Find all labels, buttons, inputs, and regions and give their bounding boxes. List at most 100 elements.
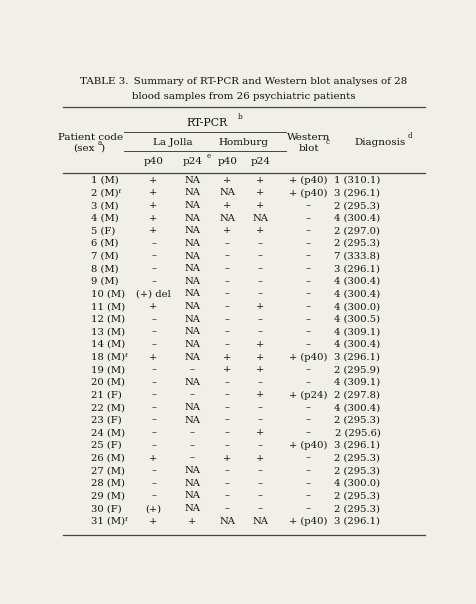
Text: –: – [190,365,195,374]
Text: 2 (297.8): 2 (297.8) [335,390,380,399]
Text: –: – [306,504,311,513]
Text: NA: NA [219,214,235,223]
Text: –: – [151,390,156,399]
Text: –: – [258,378,263,387]
Text: –: – [190,390,195,399]
Text: –: – [258,479,263,488]
Text: –: – [306,403,311,412]
Text: 25 (F): 25 (F) [91,441,121,450]
Text: –: – [306,378,311,387]
Text: –: – [225,378,230,387]
Text: p24: p24 [250,157,270,166]
Text: –: – [190,454,195,463]
Text: –: – [151,264,156,273]
Text: –: – [306,416,311,425]
Text: +: + [188,516,197,525]
Text: 4 (300.4): 4 (300.4) [334,340,380,349]
Text: +: + [149,188,158,198]
Text: –: – [225,416,230,425]
Text: NA: NA [184,302,200,311]
Text: +: + [257,390,265,399]
Text: –: – [225,289,230,298]
Text: ): ) [100,144,104,153]
Text: blood samples from 26 psychiatric patients: blood samples from 26 psychiatric patien… [132,92,356,101]
Text: 14 (M): 14 (M) [91,340,125,349]
Text: –: – [258,264,263,273]
Text: –: – [306,214,311,223]
Text: 26 (M): 26 (M) [91,454,125,463]
Text: Patient code: Patient code [58,133,123,142]
Text: NA: NA [184,201,200,210]
Text: (sex: (sex [73,144,94,153]
Text: +: + [223,365,231,374]
Text: –: – [151,277,156,286]
Text: –: – [151,416,156,425]
Text: –: – [225,327,230,336]
Text: e: e [206,152,210,159]
Text: –: – [225,466,230,475]
Text: –: – [151,239,156,248]
Text: –: – [306,252,311,260]
Text: –: – [225,252,230,260]
Text: +: + [257,188,265,198]
Text: 12 (M): 12 (M) [91,315,125,324]
Text: –: – [151,466,156,475]
Text: + (p40): + (p40) [289,353,328,362]
Text: a: a [98,139,102,147]
Text: NA: NA [184,403,200,412]
Text: NA: NA [184,315,200,324]
Text: +: + [149,201,158,210]
Text: –: – [151,403,156,412]
Text: –: – [306,479,311,488]
Text: 4 (300.0): 4 (300.0) [334,479,380,488]
Text: –: – [225,239,230,248]
Text: –: – [151,479,156,488]
Text: 6 (M): 6 (M) [91,239,119,248]
Text: –: – [225,315,230,324]
Text: 2 (297.0): 2 (297.0) [335,226,380,236]
Text: –: – [225,504,230,513]
Text: –: – [306,277,311,286]
Text: –: – [151,340,156,349]
Text: + (p40): + (p40) [289,176,328,185]
Text: NA: NA [184,479,200,488]
Text: 4 (300.4): 4 (300.4) [334,289,380,298]
Text: p40: p40 [144,157,164,166]
Text: –: – [306,365,311,374]
Text: –: – [306,226,311,236]
Text: +: + [257,428,265,437]
Text: 21 (F): 21 (F) [91,390,122,399]
Text: 28 (M): 28 (M) [91,479,125,488]
Text: 19 (M): 19 (M) [91,365,125,374]
Text: NA: NA [184,252,200,260]
Text: 2 (295.3): 2 (295.3) [335,416,380,425]
Text: 4 (309.1): 4 (309.1) [334,327,380,336]
Text: +: + [149,214,158,223]
Text: –: – [151,378,156,387]
Text: b: b [238,113,242,121]
Text: –: – [225,277,230,286]
Text: NA: NA [184,176,200,185]
Text: –: – [225,428,230,437]
Text: 4 (M): 4 (M) [91,214,119,223]
Text: NA: NA [184,378,200,387]
Text: 2 (295.6): 2 (295.6) [335,428,380,437]
Text: +: + [149,516,158,525]
Text: –: – [306,315,311,324]
Text: 27 (M): 27 (M) [91,466,125,475]
Text: 11 (M): 11 (M) [91,302,125,311]
Text: (+): (+) [146,504,162,513]
Text: 5 (F): 5 (F) [91,226,115,236]
Text: NA: NA [184,492,200,501]
Text: –: – [225,390,230,399]
Text: +: + [149,302,158,311]
Text: 22 (M): 22 (M) [91,403,125,412]
Text: –: – [306,302,311,311]
Text: –: – [258,492,263,501]
Text: 31 (M)ᶠ: 31 (M)ᶠ [91,516,127,525]
Text: 3 (M): 3 (M) [91,201,119,210]
Text: p40: p40 [218,157,238,166]
Text: –: – [258,277,263,286]
Text: –: – [306,454,311,463]
Text: +: + [257,176,265,185]
